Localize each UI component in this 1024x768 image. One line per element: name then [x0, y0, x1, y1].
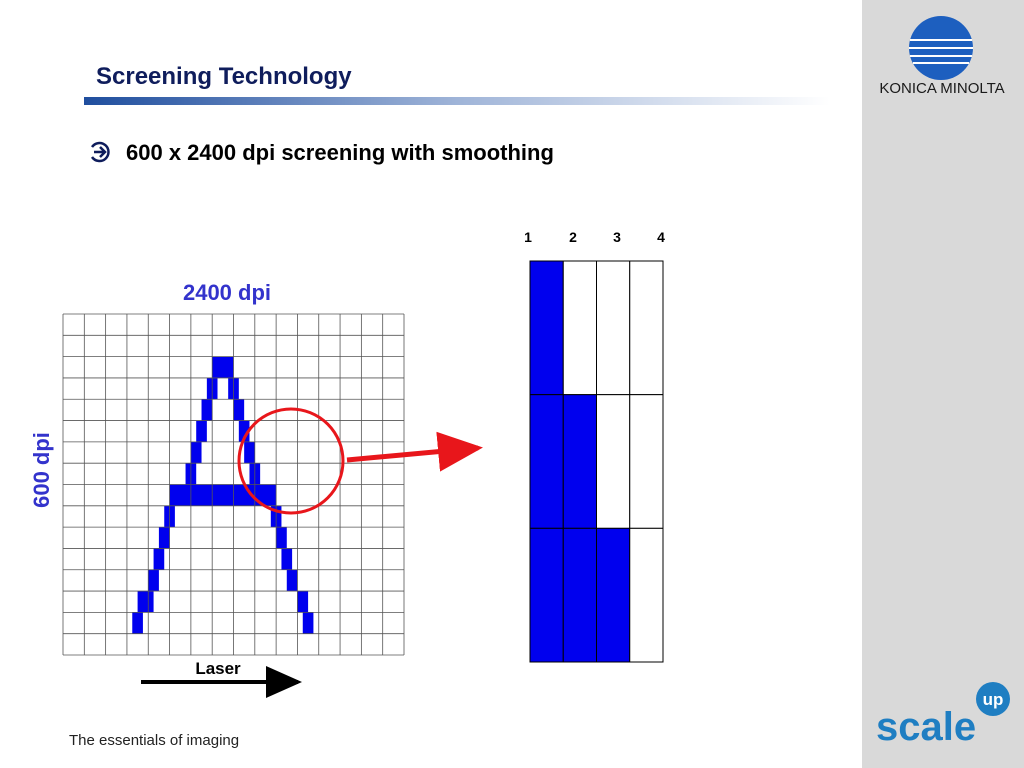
letter-subpixel	[201, 399, 213, 421]
letter-subpixel	[196, 420, 207, 442]
zoom-circle	[237, 407, 345, 515]
brand-name: KONICA MINOLTA	[879, 80, 1004, 97]
tagline: The essentials of imaging	[69, 732, 239, 749]
letter-subpixel	[132, 612, 143, 634]
letter-subpixel	[158, 527, 170, 549]
letter-subpixel	[190, 441, 202, 464]
sidebar	[862, 0, 1024, 768]
zoom-cell	[562, 260, 597, 396]
zoom-cell	[562, 527, 597, 663]
zoom-cell	[529, 394, 564, 529]
zoom-grid	[529, 260, 664, 663]
zoom-cell	[596, 527, 631, 663]
letter-subpixel	[244, 441, 255, 464]
zoom-cell	[596, 394, 631, 529]
zoom-cell	[529, 527, 564, 663]
vertical-label: 600 dpi	[29, 432, 54, 508]
pixel-grid	[62, 313, 405, 656]
letter-subpixel	[238, 420, 250, 442]
zoom-cell	[629, 527, 664, 663]
letter-subpixel	[281, 548, 293, 570]
product-badge: up	[983, 690, 1004, 709]
brand-logo: KONICA MINOLTA	[879, 16, 1005, 97]
letter-subpixel	[212, 356, 234, 378]
letter-subpixel	[276, 527, 287, 549]
zoom-arrow	[346, 431, 483, 472]
letter-subpixel	[137, 591, 154, 613]
title: Screening Technology	[96, 63, 352, 90]
product-logo: scale	[876, 705, 976, 749]
column-number: 4	[657, 229, 665, 245]
column-number: 3	[613, 229, 621, 245]
column-number: 2	[569, 229, 577, 245]
letter-subpixel	[297, 591, 309, 613]
zoom-cell	[596, 260, 631, 396]
letter-subpixel	[153, 548, 165, 570]
product-badge-bg	[976, 682, 1010, 716]
letter-subpixel	[169, 484, 277, 506]
title-rule	[84, 97, 830, 105]
horizontal-label: 2400 dpi	[183, 280, 271, 305]
laser-label: Laser	[195, 659, 241, 678]
column-number: 1	[524, 229, 532, 245]
bullet-icon	[90, 141, 110, 163]
letter-subpixel	[233, 399, 245, 421]
letter-subpixel	[286, 569, 298, 592]
letter-subpixel	[302, 612, 314, 634]
bullet-text: 600 x 2400 dpi screening with smoothing	[126, 140, 554, 165]
zoom-cell	[529, 260, 564, 396]
zoom-cell	[629, 260, 664, 396]
zoom-cell	[629, 394, 664, 529]
zoom-cell	[562, 394, 597, 529]
letter-subpixel	[148, 569, 159, 592]
